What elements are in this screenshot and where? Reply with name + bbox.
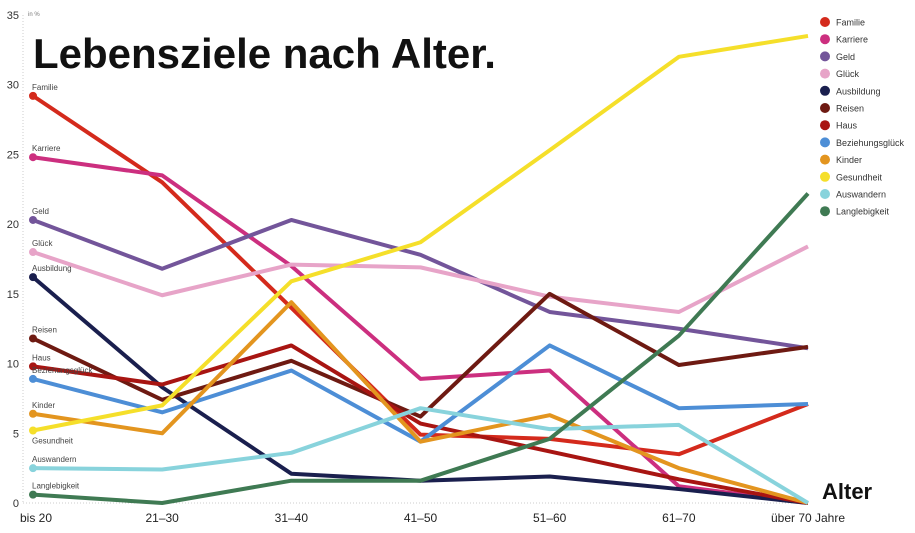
x-tick-label: 31–40 [275,511,309,525]
series-line-auswandern [32,406,810,505]
y-axis-unit: in % [28,12,40,18]
y-tick-label: 0 [13,498,19,510]
legend-swatch [820,154,830,165]
series-label: Familie [32,83,58,92]
series-start-marker [29,273,37,282]
series-label: Auswandern [32,455,76,464]
y-tick-label: 15 [7,289,19,301]
series-label: Kinder [32,401,55,410]
legend-entry: Kinder [836,155,862,165]
x-tick-label: 51–60 [533,511,567,525]
y-tick-label: 35 [7,10,19,22]
legend-entry: Langlebigkeit [836,207,890,217]
legend-swatch [820,34,830,45]
series-label: Gesundheit [32,436,74,445]
series-start-marker [29,91,37,100]
series-line-gesundheit [32,33,809,433]
series-start-marker [29,215,37,224]
legend-entry: Reisen [836,104,864,114]
y-tick-label: 5 [13,428,19,440]
x-tick-label: 21–30 [145,511,179,525]
x-tick-label: 41–50 [404,511,438,525]
series-start-marker [29,374,37,383]
legend-swatch [820,85,830,96]
y-tick-label: 10 [7,359,19,371]
legend-swatch [820,206,830,217]
x-tick-label: bis 20 [20,511,52,525]
x-tick-label: über 70 Jahre [771,511,845,525]
y-tick-label: 25 [7,149,19,161]
legend-swatch [820,120,830,131]
legend-entry: Glück [836,69,860,79]
series-start-marker [29,464,37,473]
series-start-marker [29,248,37,257]
series-line-glück [32,244,809,314]
chart-title: Lebensziele nach Alter. [33,30,496,77]
series-start-marker [29,426,37,435]
series-start-marker [29,362,37,371]
legend-entry: Gesundheit [836,172,883,182]
legend-entry: Familie [836,18,865,28]
series-line-familie [31,94,809,457]
legend-swatch [820,103,830,113]
series-line-geld [32,217,809,351]
y-tick-label: 30 [7,80,19,92]
series-line-kinder [32,300,809,505]
legend-entry: Ausbildung [836,86,881,96]
legend-entry: Auswandern [836,190,886,200]
series-label: Beziehungsglück [32,366,93,375]
legend-swatch [820,17,830,27]
series-start-marker [29,409,37,418]
x-tick-label: 61–70 [662,511,696,525]
legend-swatch [820,189,830,199]
series-line-reisen [32,291,809,419]
series-line-haus [32,343,809,505]
series-label: Haus [32,353,51,362]
series-label: Langlebigkeit [32,482,80,491]
series-start-marker [29,334,37,343]
series-start-marker [29,153,37,162]
y-tick-label: 20 [7,219,19,231]
series-start-marker [29,490,37,499]
legend-entry: Beziehungsglück [836,138,905,148]
legend-entry: Haus [836,121,858,131]
series-line-langlebigkeit [32,192,810,505]
series-line-karriere [32,155,809,505]
series-label: Ausbildung [32,264,72,273]
legend-entry: Geld [836,52,855,62]
legend-swatch [820,137,830,148]
series-label: Reisen [32,325,57,334]
series-label: Karriere [32,144,61,153]
series-label: Glück [32,239,53,248]
legend-swatch [820,68,830,79]
legend-swatch [820,171,830,182]
legend-swatch [820,51,830,62]
legend-entry: Karriere [836,35,868,45]
x-axis-label: Alter [822,479,873,504]
series-label: Geld [32,207,49,216]
